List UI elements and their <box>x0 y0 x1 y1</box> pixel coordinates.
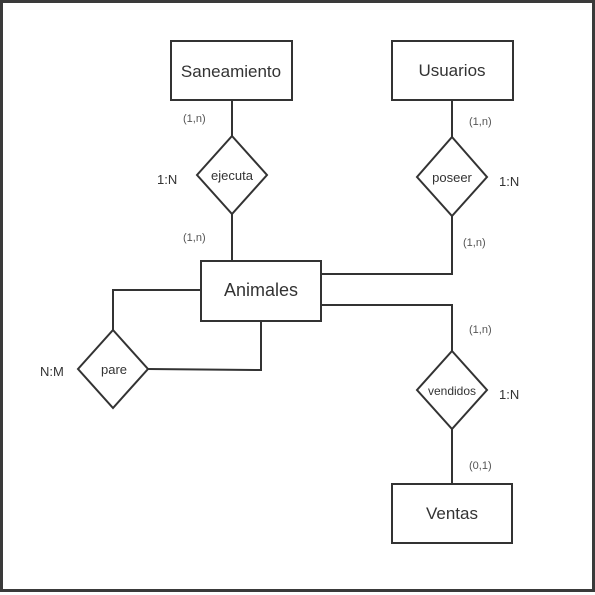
entity-ventas-label: Ventas <box>426 504 478 523</box>
entity-usuarios-label: Usuarios <box>418 61 485 80</box>
ratio-poseer: 1:N <box>499 174 519 189</box>
entity-saneamiento-label: Saneamiento <box>181 62 281 81</box>
relationship-pare-label: pare <box>101 362 127 377</box>
connector-animales-pare-right <box>147 321 262 372</box>
entity-animales[interactable] <box>200 260 322 322</box>
ratio-pare: N:M <box>40 364 64 379</box>
entity-animales-label: Animales <box>224 280 298 300</box>
ratio-vendidos: 1:N <box>499 387 519 402</box>
connector-animales-pare-left <box>112 289 201 330</box>
cardinality-poseer-animales: (1,n) <box>463 237 486 249</box>
cardinality-animales-vendidos: (1,n) <box>469 324 492 336</box>
relationship-ejecuta-label: ejecuta <box>211 168 254 183</box>
relationship-vendidos[interactable] <box>415 349 489 431</box>
connector-animales-vendidos <box>321 304 453 351</box>
connector-poseer-animales <box>321 216 453 275</box>
relationship-pare[interactable] <box>76 328 150 410</box>
er-diagram: Saneamiento Usuarios Animales Ventas eje… <box>40 40 519 544</box>
cardinality-ejecuta-animales: (1,n) <box>183 232 206 244</box>
entity-ventas[interactable] <box>391 483 513 544</box>
cardinality-saneamiento-ejecuta: (1,n) <box>183 113 206 125</box>
relationship-ejecuta[interactable] <box>195 134 269 216</box>
entity-usuarios[interactable] <box>391 40 514 101</box>
ratio-ejecuta: 1:N <box>157 172 177 187</box>
relationship-vendidos-label: vendidos <box>428 384 476 398</box>
relationship-poseer-label: poseer <box>432 170 472 185</box>
cardinality-usuarios-poseer: (1,n) <box>469 116 492 128</box>
relationship-poseer[interactable] <box>415 135 489 218</box>
cardinality-vendidos-ventas: (0,1) <box>469 460 492 472</box>
entity-saneamiento[interactable] <box>170 40 293 101</box>
